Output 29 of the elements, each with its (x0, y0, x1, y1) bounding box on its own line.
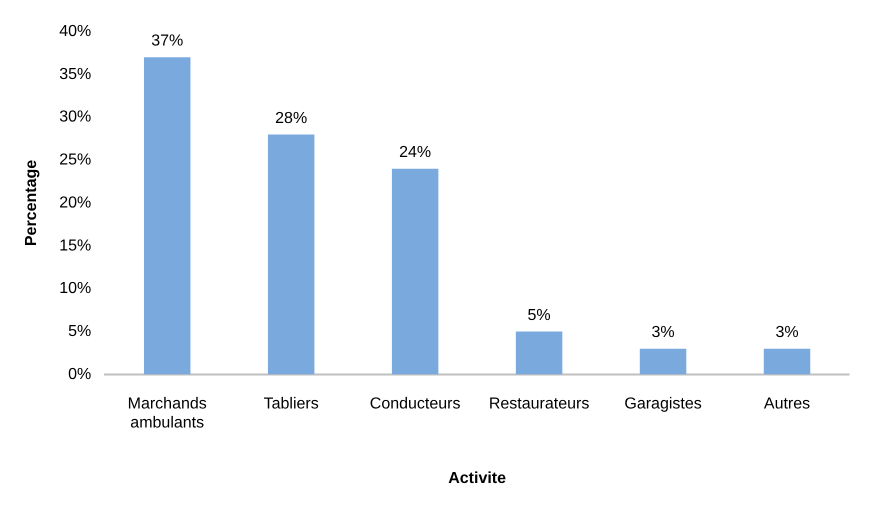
x-tick-label: Conducteurs (370, 395, 460, 412)
x-tick-label: Marchands ambulants (128, 395, 207, 432)
x-tick-label: Tabliers (264, 395, 319, 412)
y-tick-label: 25% (59, 152, 92, 169)
y-tick-label: 0% (68, 366, 92, 383)
x-tick-label: Garagistes (624, 395, 702, 412)
bar (640, 348, 686, 374)
data-label: 5% (528, 306, 551, 324)
y-tick-label: 10% (59, 280, 92, 298)
data-label: 37% (151, 32, 184, 50)
bar (268, 134, 314, 374)
bar (764, 348, 810, 374)
y-tick-label: 40% (59, 23, 92, 40)
x-axis-title: Activite (448, 470, 506, 487)
data-label: 24% (399, 144, 432, 162)
y-tick-label: 30% (59, 108, 92, 126)
data-label: 28% (275, 110, 308, 127)
bar (144, 57, 190, 374)
y-tick-label: 15% (59, 237, 92, 254)
y-tick-label: 5% (68, 322, 92, 340)
bar (392, 168, 438, 374)
x-tick-label: Autres (764, 395, 810, 412)
x-tick-label: Restaurateurs (488, 395, 590, 412)
data-label: 3% (651, 324, 675, 342)
bar (516, 332, 562, 374)
y-tick-label: 35% (59, 66, 92, 83)
data-label: 3% (775, 324, 799, 342)
y-tick-label: 20% (59, 194, 92, 212)
y-axis-title: Percentage (23, 160, 40, 246)
